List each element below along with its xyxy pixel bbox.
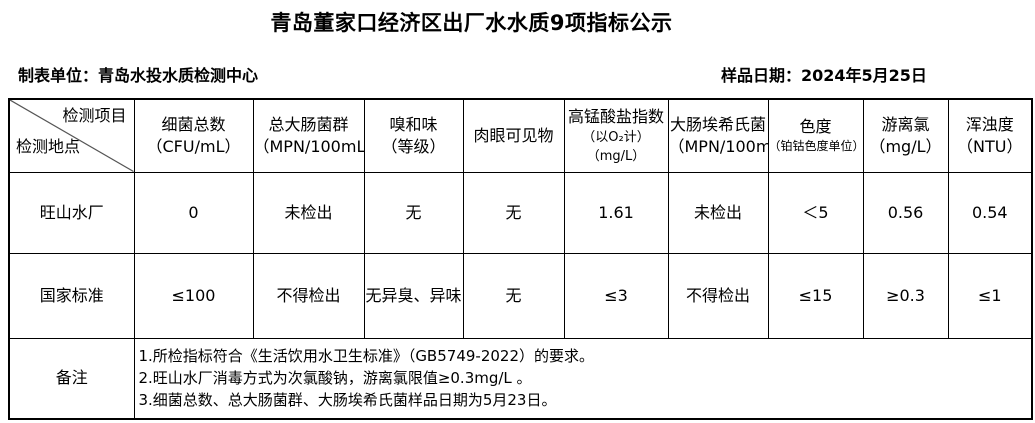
corner-label-items: 检测项目 [62, 106, 127, 125]
water-quality-report-page: 青岛董家口经济区出厂水水质9项指标公示 制表单位：青岛水投水质检测中心 样品日期… [0, 7, 1035, 420]
corner-label-locations: 检测地点 [16, 136, 81, 156]
col-header-free-chlorine: 游离氯 （mg/L） [862, 98, 949, 173]
col-header-visible-matter: 肉眼可见物 [462, 98, 565, 173]
col-header-permanganate-index: 高锰酸盐指数 （以O₂计） （mg/L） [563, 98, 669, 173]
col-header-odor-taste: 嗅和味 （等级） [363, 98, 464, 173]
cell-value: 0 [133, 171, 254, 254]
col-header-total-bacteria: 细菌总数 （CFU/mL） [133, 98, 254, 173]
remark-label: 备注 [8, 337, 135, 420]
cell-value: 无异臭、异味 [363, 252, 464, 339]
cell-value: 未检出 [252, 171, 365, 254]
col-header-ecoli: 大肠埃希氏菌 （MPN/100mL） [667, 98, 769, 173]
page-title: 青岛董家口经济区出厂水水质9项指标公示 [270, 11, 673, 35]
corner-header-cell: 检测项目 检测地点 [8, 98, 135, 173]
sample-date-label: 样品日期：2024年5月25日 [721, 66, 927, 85]
remark-line-3: 3.细菌总数、总大肠菌群、大肠埃希氏菌样品日期为5月23日。 [138, 391, 557, 410]
issuer-label: 制表单位：青岛水投水质检测中心 [18, 66, 259, 85]
cell-value: 不得检出 [252, 252, 365, 339]
cell-value: 无 [462, 171, 565, 254]
cell-value: ≤1 [947, 252, 1033, 339]
cell-value: ≥0.3 [862, 252, 949, 339]
remark-content: 1.所检指标符合《生活饮用水卫生标准》（GB5749-2022）的要求。 2.旺… [133, 337, 1033, 420]
cell-value: 0.54 [947, 171, 1033, 254]
cell-value: ≤15 [767, 252, 864, 339]
water-quality-table: 检测项目 检测地点 细菌总数 （CFU/mL） 总大肠菌群 （MPN/100mL… [8, 98, 1033, 420]
col-header-total-coliform: 总大肠菌群 （MPN/100mL） [252, 98, 365, 173]
cell-value: ≤3 [563, 252, 669, 339]
row-remark: 备注 1.所检指标符合《生活饮用水卫生标准》（GB5749-2022）的要求。 … [8, 337, 1033, 420]
col-header-turbidity: 浑浊度 （NTU） [947, 98, 1033, 173]
diagonal-divider-line [10, 100, 134, 172]
row-wangshan-plant: 旺山水厂 0 未检出 无 无 1.61 未检出 ＜5 0.56 0.54 [8, 171, 1033, 254]
row-label: 国家标准 [8, 252, 135, 339]
cell-value: 不得检出 [667, 252, 769, 339]
cell-value: 0.56 [862, 171, 949, 254]
cell-value: 1.61 [563, 171, 669, 254]
row-national-standard: 国家标准 ≤100 不得检出 无异臭、异味 无 ≤3 不得检出 ≤15 ≥0.3… [8, 252, 1033, 339]
cell-value: 未检出 [667, 171, 769, 254]
cell-value: ≤100 [133, 252, 254, 339]
row-label: 旺山水厂 [8, 171, 135, 254]
cell-value: 无 [462, 252, 565, 339]
table-header-row: 检测项目 检测地点 细菌总数 （CFU/mL） 总大肠菌群 （MPN/100mL… [8, 98, 1033, 173]
cell-value: ＜5 [767, 171, 864, 254]
col-header-color: 色度 （铂钴色度单位） [767, 98, 864, 173]
meta-row: 制表单位：青岛水投水质检测中心 样品日期：2024年5月25日 [18, 62, 1035, 85]
remark-line-2: 2.旺山水厂消毒方式为次氯酸钠，游离氯限值≥0.3mg/L 。 [138, 369, 532, 388]
remark-line-1: 1.所检指标符合《生活饮用水卫生标准》（GB5749-2022）的要求。 [138, 347, 595, 366]
cell-value: 无 [363, 171, 464, 254]
